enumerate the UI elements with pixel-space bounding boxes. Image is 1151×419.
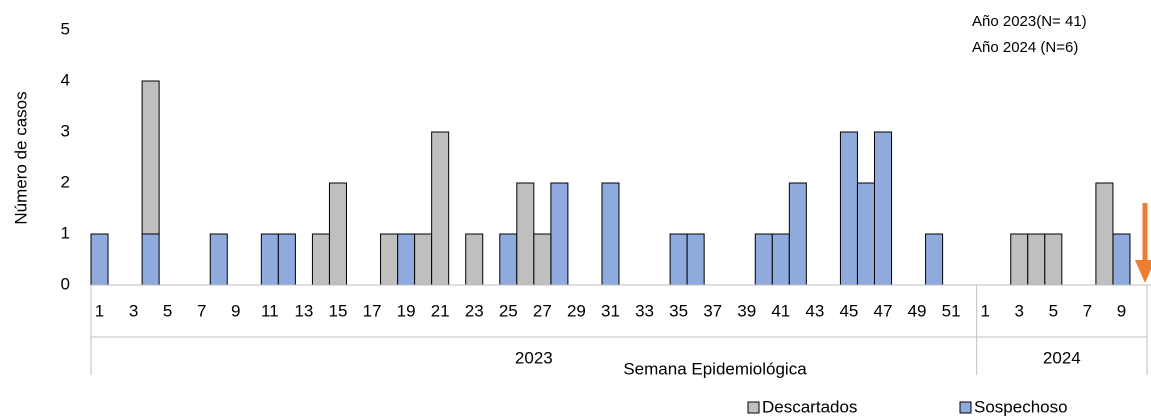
y-tick-label: 0 <box>61 274 70 293</box>
bar <box>1010 233 1029 286</box>
bar <box>465 233 484 286</box>
y-tick-label: 5 <box>61 19 70 38</box>
x-tick-label: 41 <box>771 301 790 320</box>
bar <box>397 233 416 286</box>
x-tick-label: 21 <box>431 301 450 320</box>
bar <box>141 233 160 286</box>
group-label: 2023 <box>515 348 553 367</box>
bar <box>499 233 518 286</box>
x-tick-label: 45 <box>839 301 858 320</box>
legend-swatch <box>959 401 972 414</box>
x-tick-label: 9 <box>231 301 240 320</box>
bar <box>90 233 109 286</box>
bar <box>771 233 790 286</box>
x-tick-label: 29 <box>567 301 586 320</box>
bar <box>277 233 296 286</box>
x-tick-label: 1 <box>95 301 104 320</box>
x-tick-label: 7 <box>197 301 206 320</box>
y-tick-label: 4 <box>61 70 70 89</box>
x-tick-label: 35 <box>669 301 688 320</box>
x-tick-label: 23 <box>465 301 484 320</box>
x-tick-label: 37 <box>703 301 722 320</box>
x-axis-title: Semana Epidemiológica <box>623 359 807 378</box>
legend-label: Descartados <box>762 397 857 416</box>
bar <box>601 182 620 286</box>
x-tick-label: 11 <box>261 301 279 320</box>
group-label: 2024 <box>1043 348 1081 367</box>
annotation: Año 2024 (N=6) <box>972 39 1078 56</box>
x-tick-label: 47 <box>874 301 893 320</box>
bar <box>873 131 893 286</box>
x-tick-label: 1 <box>980 301 989 320</box>
bar <box>260 233 279 286</box>
bar <box>380 233 399 286</box>
legend-label: Sospechoso <box>974 397 1068 416</box>
bar <box>1027 233 1046 286</box>
x-tick-label: 31 <box>601 301 620 320</box>
bar <box>856 182 875 286</box>
x-tick-label: 17 <box>363 301 382 320</box>
x-tick-label: 3 <box>129 301 138 320</box>
bar <box>209 233 228 286</box>
x-tick-label: 5 <box>163 301 172 320</box>
bar <box>788 182 807 286</box>
bar <box>839 131 858 286</box>
x-tick-label: 19 <box>397 301 416 320</box>
bar <box>925 233 944 286</box>
bar <box>669 233 688 286</box>
x-tick-label: 39 <box>737 301 756 320</box>
x-tick-label: 15 <box>329 301 348 320</box>
y-tick-label: 3 <box>61 121 70 140</box>
bar <box>754 233 773 286</box>
bar <box>686 233 705 286</box>
x-tick-label: 13 <box>294 301 313 320</box>
y-axis-title: Número de casos <box>11 91 30 224</box>
bar <box>414 233 433 286</box>
annotation: Año 2023(N= 41) <box>972 13 1087 30</box>
x-tick-label: 33 <box>635 301 654 320</box>
x-tick-label: 5 <box>1049 301 1058 320</box>
bar <box>141 80 160 235</box>
x-tick-label: 49 <box>908 301 927 320</box>
x-tick-label: 43 <box>805 301 824 320</box>
arrow <box>1135 203 1151 283</box>
legend-swatch <box>747 401 760 414</box>
bar <box>516 182 535 286</box>
bar <box>311 233 330 286</box>
y-tick-label: 1 <box>61 223 70 242</box>
bar <box>1095 182 1114 286</box>
x-tick-label: 7 <box>1083 301 1092 320</box>
x-tick-label: 25 <box>499 301 518 320</box>
y-tick-label: 2 <box>61 172 70 191</box>
bar <box>1112 233 1131 286</box>
x-tick-label: 51 <box>942 301 961 320</box>
bar <box>328 182 347 286</box>
x-tick-label: 3 <box>1015 301 1024 320</box>
x-tick-label: 9 <box>1117 301 1126 320</box>
bar <box>431 131 450 286</box>
bar <box>550 182 569 286</box>
x-tick-label: 27 <box>533 301 552 320</box>
bar <box>533 233 552 286</box>
bar <box>1044 233 1063 286</box>
